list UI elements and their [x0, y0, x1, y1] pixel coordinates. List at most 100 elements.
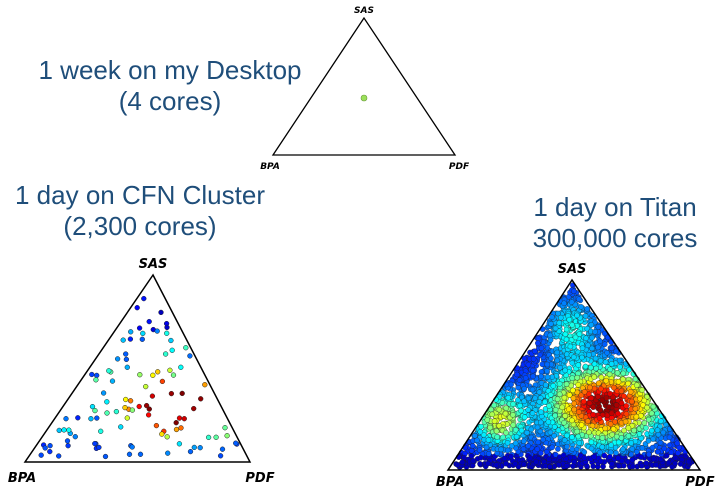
data-point — [468, 447, 475, 454]
data-point — [602, 341, 608, 348]
vertex-label-bpa: BPA — [260, 162, 280, 172]
data-point — [638, 412, 644, 419]
data-point — [155, 369, 161, 375]
data-point — [650, 403, 657, 410]
data-point — [578, 392, 585, 398]
data-point — [129, 407, 136, 413]
data-point — [571, 288, 577, 294]
vertex-label-pdf: PDF — [449, 162, 470, 172]
data-point — [486, 451, 492, 457]
data-point — [100, 390, 107, 396]
data-point — [576, 296, 582, 302]
data-point — [525, 443, 531, 449]
data-point — [607, 421, 614, 427]
data-point — [513, 433, 520, 440]
data-point — [615, 410, 621, 417]
data-point — [560, 452, 567, 459]
data-point — [628, 440, 634, 446]
data-point — [632, 406, 639, 412]
data-point — [617, 364, 623, 370]
data-point — [489, 411, 495, 418]
data-point — [137, 372, 143, 378]
data-point — [555, 427, 562, 434]
data-point — [588, 445, 595, 452]
data-point — [63, 416, 69, 422]
data-point — [461, 454, 467, 461]
data-point — [150, 372, 156, 378]
data-point — [468, 453, 475, 459]
data-point — [472, 432, 478, 439]
data-point — [88, 416, 94, 422]
data-point — [551, 433, 557, 439]
data-point — [638, 454, 645, 460]
data-point — [609, 431, 615, 438]
data-point — [168, 390, 175, 397]
data-point — [566, 392, 573, 398]
data-point — [512, 440, 519, 447]
data-point — [648, 427, 655, 434]
data-point — [123, 396, 129, 403]
data-point — [538, 419, 544, 426]
data-point — [141, 295, 147, 302]
data-point — [118, 424, 124, 430]
data-point — [127, 398, 134, 404]
data-point — [639, 462, 645, 469]
data-point — [575, 362, 582, 368]
data-point — [581, 389, 588, 395]
data-point — [478, 454, 484, 461]
data-point — [109, 378, 116, 384]
data-point — [139, 336, 145, 342]
data-point — [459, 459, 466, 466]
data-point — [589, 334, 595, 341]
data-point — [569, 360, 575, 366]
data-point — [595, 324, 602, 330]
data-point — [159, 378, 166, 385]
data-point — [521, 398, 527, 405]
caption-line: 1 day on CFN Cluster — [15, 180, 265, 210]
data-point — [569, 375, 575, 381]
cluster-ternary: SAS BPA PDF — [8, 257, 275, 486]
data-point — [502, 410, 509, 417]
data-point — [515, 397, 521, 403]
data-point — [544, 374, 551, 380]
data-point — [72, 434, 78, 440]
data-point — [627, 389, 634, 395]
data-point — [159, 431, 165, 437]
data-point — [597, 358, 604, 364]
vertex-label-bpa: BPA — [8, 471, 36, 486]
data-point — [658, 456, 664, 462]
data-point — [146, 318, 152, 325]
data-point — [666, 434, 673, 441]
data-point — [42, 445, 48, 451]
data-point — [113, 408, 120, 415]
data-point — [128, 329, 134, 335]
data-point — [616, 463, 622, 469]
data-point — [634, 449, 640, 455]
data-point — [561, 300, 567, 307]
data-point — [134, 305, 140, 311]
data-point — [522, 375, 529, 381]
data-point — [590, 411, 596, 418]
data-point — [547, 392, 554, 398]
data-point — [625, 433, 632, 439]
data-point — [639, 387, 645, 393]
data-point — [576, 331, 583, 337]
data-point — [576, 440, 582, 446]
data-point — [590, 463, 596, 470]
data-point — [645, 416, 652, 423]
data-point — [518, 407, 524, 414]
titan-caption: 1 day on Titan 300,000 cores — [480, 192, 720, 254]
data-point — [75, 415, 81, 421]
data-point — [677, 461, 684, 467]
data-point — [474, 437, 480, 444]
data-point — [173, 426, 180, 433]
data-point — [598, 374, 605, 381]
data-point — [578, 422, 585, 428]
data-point — [595, 344, 601, 351]
data-point — [143, 383, 149, 390]
data-point — [590, 404, 596, 410]
data-point — [521, 438, 527, 444]
data-point — [487, 424, 493, 431]
